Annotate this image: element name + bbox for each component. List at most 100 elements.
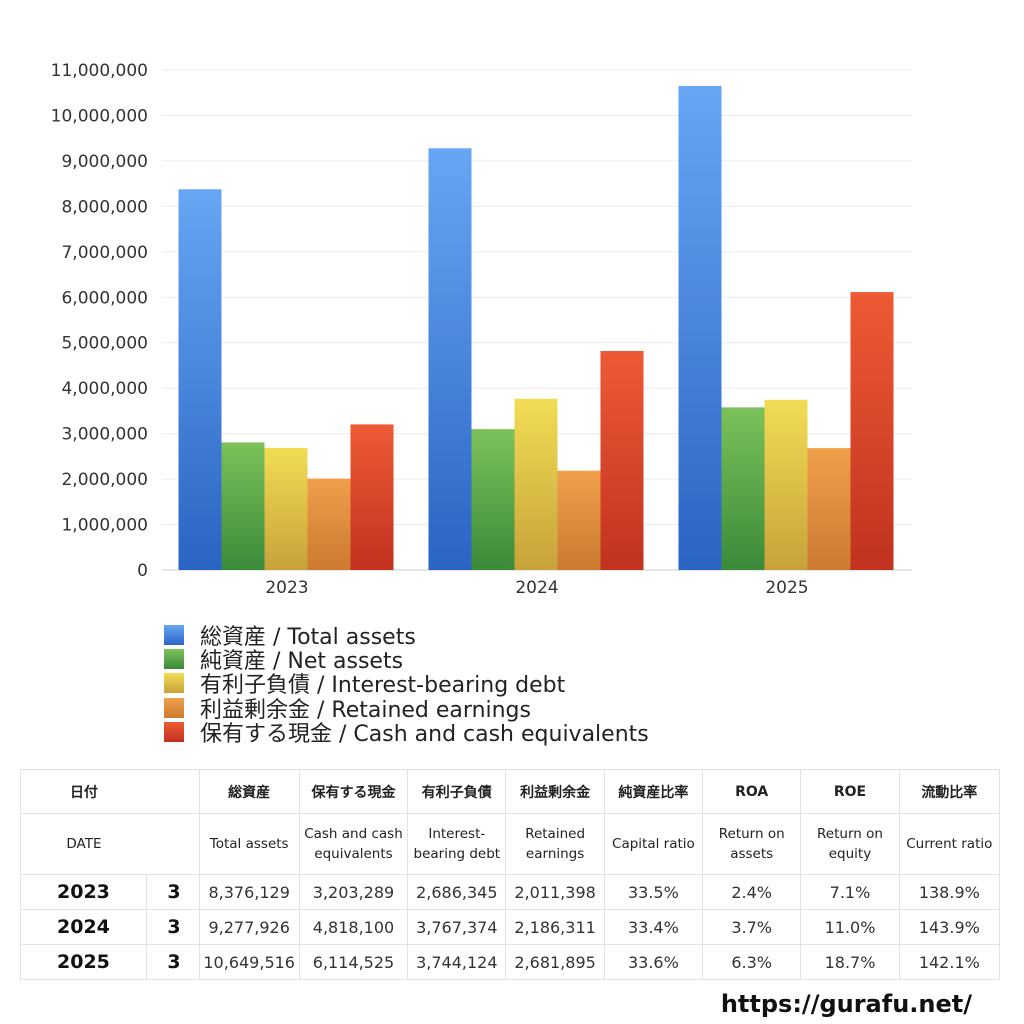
bar — [807, 448, 851, 570]
x-tick-label: 2025 — [765, 578, 808, 598]
header-capital-ratio-en: Capital ratio — [603, 813, 704, 875]
table-header-en: DATE Total assets Cash and cash equivale… — [19, 813, 1001, 875]
legend: 総資産 / Total assets 純資産 / Net assets 有利子負… — [164, 623, 649, 747]
y-tick-label: 11,000,000 — [51, 61, 148, 81]
legend-swatch-cash — [164, 721, 184, 742]
bar — [850, 292, 894, 570]
bar — [350, 424, 394, 570]
legend-swatch-total-assets — [164, 625, 184, 646]
legend-swatch-retained-earnings — [164, 697, 184, 718]
table-row: 2023 3 8,376,129 3,203,289 2,686,345 2,0… — [19, 874, 1001, 910]
cell-month: 3 — [146, 874, 200, 910]
bars — [178, 85, 894, 571]
cell-current-ratio: 138.9% — [898, 874, 1001, 910]
y-tick-label: 8,000,000 — [61, 197, 148, 217]
header-retained-en: Retained earnings — [505, 813, 605, 875]
cell-cash: 4,818,100 — [298, 909, 409, 945]
cell-cash: 6,114,525 — [298, 944, 409, 980]
bar — [600, 350, 644, 570]
bar — [678, 85, 722, 570]
bar — [721, 407, 765, 570]
cell-roa: 6.3% — [702, 944, 802, 980]
cell-debt: 2,686,345 — [407, 874, 507, 910]
legend-item: 保有する現金 / Cash and cash equivalents — [164, 720, 649, 747]
cell-debt: 3,744,124 — [407, 944, 507, 980]
bar — [178, 189, 222, 571]
y-tick-label: 1,000,000 — [61, 516, 148, 536]
y-tick-label: 0 — [137, 561, 148, 581]
legend-item: 利益剰余金 / Retained earnings — [164, 696, 649, 723]
header-roa-en: Return on assets — [702, 813, 802, 875]
cell-total-assets: 8,376,129 — [198, 874, 300, 910]
cell-total-assets: 10,649,516 — [198, 944, 300, 980]
bar — [557, 470, 601, 570]
cell-year: 2025 — [19, 944, 148, 980]
header-date-en: DATE — [19, 813, 147, 875]
header-total-assets-en: Total assets — [198, 813, 300, 875]
y-tick-label: 9,000,000 — [61, 152, 148, 172]
x-axis: 2023 2024 2025 — [265, 578, 808, 598]
cell-cash: 3,203,289 — [298, 874, 409, 910]
financial-table: 日付 総資産 保有する現金 有利子負債 利益剰余金 純資産比率 ROA ROE … — [19, 769, 1001, 980]
y-axis: 0 1,000,000 2,000,000 3,000,000 4,000,000 5,0… — [51, 61, 148, 581]
x-tick-label: 2023 — [265, 578, 308, 598]
legend-label: 利益剰余金 / Retained earnings — [200, 697, 531, 723]
header-retained-jp: 利益剰余金 — [505, 769, 605, 814]
cell-retained: 2,681,895 — [505, 944, 605, 980]
bar — [428, 148, 472, 570]
cell-total-assets: 9,277,926 — [198, 909, 300, 945]
y-tick-label: 6,000,000 — [61, 288, 148, 308]
cell-roe: 11.0% — [800, 909, 900, 945]
cell-year: 2023 — [19, 874, 148, 910]
header-debt-jp: 有利子負債 — [407, 769, 507, 814]
header-total-assets-jp: 総資産 — [198, 769, 300, 814]
header-roe-jp: ROE — [800, 769, 900, 814]
site-url[interactable]: https://gurafu.net/ — [720, 990, 972, 1018]
y-tick-label: 7,000,000 — [61, 243, 148, 263]
header-roa-jp: ROA — [702, 769, 802, 814]
legend-item: 有利子負債 / Interest-bearing debt — [164, 671, 649, 698]
legend-label: 純資産 / Net assets — [200, 649, 404, 675]
bar — [221, 442, 265, 570]
y-tick-label: 4,000,000 — [61, 379, 148, 399]
cell-roa: 3.7% — [702, 909, 802, 945]
cell-roa: 2.4% — [702, 874, 802, 910]
bar — [264, 447, 308, 570]
cell-roe: 18.7% — [800, 944, 900, 980]
header-cash-jp: 保有する現金 — [298, 769, 409, 814]
cell-capital-ratio: 33.4% — [603, 909, 704, 945]
bar — [307, 478, 351, 570]
y-tick-label: 5,000,000 — [61, 334, 148, 354]
table-row: 2024 3 9,277,926 4,818,100 3,767,374 2,1… — [19, 909, 1001, 945]
cell-year: 2024 — [19, 909, 148, 945]
y-tick-label: 10,000,000 — [51, 106, 148, 126]
header-date-jp: 日付 — [19, 769, 147, 814]
cell-retained: 2,011,398 — [505, 874, 605, 910]
legend-label: 有利子負債 / Interest-bearing debt — [200, 673, 566, 699]
header-debt-en: Interest-bearing debt — [407, 813, 507, 875]
legend-swatch-interest-bearing-debt — [164, 673, 184, 694]
legend-item: 総資産 / Total assets — [164, 623, 649, 650]
bar — [471, 429, 515, 570]
header-month-jp — [146, 769, 200, 814]
table-header-jp: 日付 総資産 保有する現金 有利子負債 利益剰余金 純資産比率 ROA ROE … — [19, 769, 1001, 814]
header-cash-en: Cash and cash equivalents — [298, 813, 409, 875]
table-row: 2025 3 10,649,516 6,114,525 3,744,124 2,… — [19, 944, 1001, 980]
header-month-en — [146, 813, 200, 875]
legend-label: 総資産 / Total assets — [200, 625, 416, 651]
y-tick-label: 3,000,000 — [61, 425, 148, 445]
header-current-ratio-jp: 流動比率 — [898, 769, 1001, 814]
cell-capital-ratio: 33.6% — [603, 944, 704, 980]
bar-chart: 0 1,000,000 2,000,000 3,000,000 4,000,000 5,0… — [51, 61, 912, 598]
cell-month: 3 — [146, 944, 200, 980]
legend-label: 保有する現金 / Cash and cash equivalents — [200, 721, 649, 747]
bar — [764, 399, 808, 570]
header-capital-ratio-jp: 純資産比率 — [603, 769, 704, 814]
cell-capital-ratio: 33.5% — [603, 874, 704, 910]
x-tick-label: 2024 — [515, 578, 558, 598]
cell-debt: 3,767,374 — [407, 909, 507, 945]
bar — [514, 398, 558, 570]
legend-swatch-net-assets — [164, 649, 184, 670]
y-tick-label: 2,000,000 — [61, 470, 148, 490]
cell-retained: 2,186,311 — [505, 909, 605, 945]
